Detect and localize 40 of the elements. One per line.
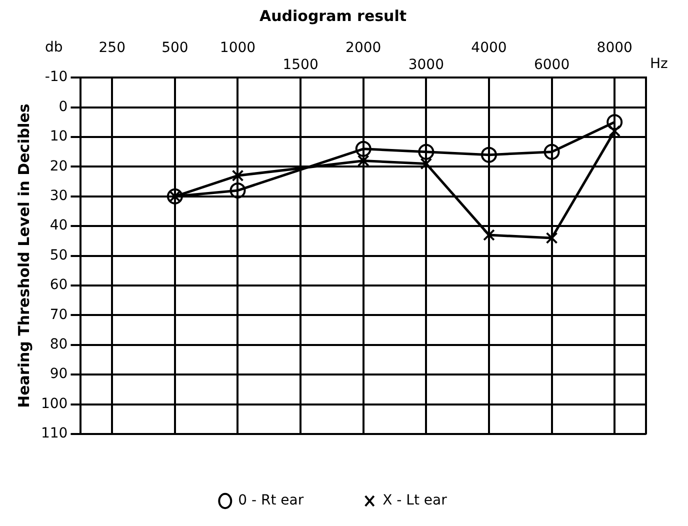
y-tick-label: 110 [40,426,68,442]
point [357,154,370,167]
x-axis-title: Hz [650,56,668,72]
y-tick-label: 10 [50,128,68,145]
y-tick-label: 70 [50,306,68,323]
point [230,182,246,198]
x-tick-label: 3000 [408,56,444,73]
point [355,140,372,157]
text: db [44,39,63,56]
y-tick-label: 50 [50,247,68,264]
x-tick-label: 4000 [471,40,507,56]
x-tick-label: 8000 [596,40,632,56]
point [480,146,497,163]
legend-label: X - Lt ear [382,492,448,509]
y-tick-label: 100 [40,396,68,412]
y-tick-label: 20 [50,158,68,174]
point [418,144,434,160]
y-tick-label: 60 [50,277,68,294]
y-axis-title: Hearing Threshold Level in Decibles [14,104,33,408]
x-tick-label: 1500 [282,56,318,73]
y-tick-label: 90 [50,366,68,382]
point [483,229,495,241]
point [546,232,558,244]
x-tick-label: 500 [162,40,188,56]
y-tick-label: -10 [44,69,68,86]
x-tick-label: 1000 [220,40,256,56]
point [420,158,432,170]
x-tick-label: 2000 [346,40,382,56]
y-tick-label: 0 [58,98,68,115]
point [606,114,623,130]
point [232,170,244,182]
legend-label: 0 - Rt ear [238,492,304,509]
point [608,125,621,138]
point [544,144,560,160]
chart-title: Audiogram result [259,6,407,25]
x-tick-label: 6000 [534,56,570,73]
y-tick-label: 40 [50,218,68,234]
y-tick-label: 80 [50,336,68,353]
y-tick-label: 30 [50,188,68,204]
x-tick-label: 250 [98,40,126,56]
